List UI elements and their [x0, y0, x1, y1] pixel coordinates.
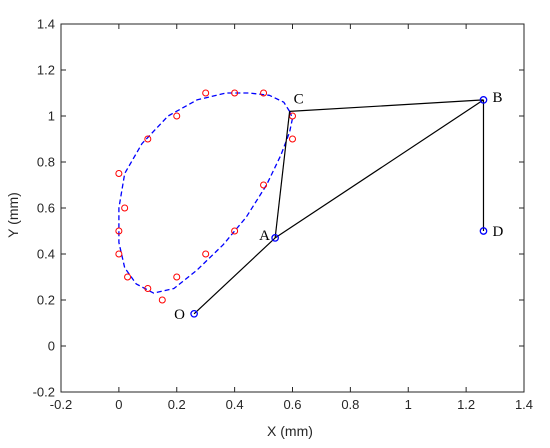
target-point — [202, 250, 210, 258]
target-point — [231, 89, 239, 97]
joint-label-C: C — [294, 91, 304, 107]
plot-frame — [60, 23, 525, 393]
x-axis-ticks: -0.2 0 0.2 0.4 0.6 0.8 1 1.2 1.4 — [50, 24, 533, 412]
coupler-curve — [118, 92, 294, 294]
joints-layer: O A B C D — [174, 90, 503, 323]
target-point — [124, 273, 132, 281]
x-tick-label: 0.8 — [341, 397, 359, 412]
y-tick-label: 0.2 — [37, 293, 55, 308]
link-AC — [274, 111, 291, 238]
target-point — [115, 170, 123, 177]
x-axis-label: X (mm) — [267, 423, 313, 439]
joint-label-A: A — [259, 228, 270, 244]
target-point — [260, 89, 268, 97]
joint-B — [479, 96, 488, 104]
x-tick-label: -0.2 — [50, 397, 72, 412]
target-point — [144, 135, 152, 143]
y-tick-label: 0 — [48, 339, 55, 354]
y-axis-label: Y (mm) — [5, 192, 21, 238]
y-tick-label: 1 — [48, 109, 55, 124]
x-tick-label: 0.2 — [168, 397, 186, 412]
link-OA — [193, 237, 276, 315]
target-point — [121, 204, 129, 212]
link-BC — [289, 99, 484, 112]
coupler-curve-layer — [118, 92, 294, 294]
joint-label-D: D — [492, 224, 503, 240]
joint-O — [190, 309, 198, 318]
target-point — [115, 250, 123, 258]
y-tick-label: 1.2 — [37, 63, 55, 78]
y-tick-label: 1.4 — [37, 17, 55, 32]
target-point — [231, 227, 239, 235]
target-point — [144, 285, 152, 292]
y-axis-ticks: -0.2 0 0.2 0.4 0.6 0.8 1 1.2 1.4 — [33, 17, 524, 400]
target-point — [173, 273, 181, 281]
x-tick-label: 1 — [405, 397, 412, 412]
x-tick-label: 1.4 — [515, 397, 533, 412]
plot-area — [60, 23, 525, 393]
target-point — [289, 135, 296, 143]
target-points-layer — [115, 89, 296, 304]
y-tick-label: 0.8 — [37, 155, 55, 170]
target-point — [158, 296, 166, 304]
y-tick-label: 0.4 — [37, 247, 55, 262]
joint-label-B: B — [492, 90, 502, 106]
joint-A — [271, 234, 279, 242]
joint-label-O: O — [174, 307, 185, 323]
target-point — [173, 112, 181, 120]
joint-D — [479, 227, 488, 235]
links-layer — [193, 99, 485, 315]
y-tick-label: 0.6 — [37, 201, 55, 216]
x-tick-label: 0.4 — [226, 397, 244, 412]
y-tick-label: -0.2 — [33, 385, 55, 400]
target-point — [260, 181, 268, 189]
target-point — [115, 227, 123, 235]
x-tick-label: 0 — [115, 397, 122, 412]
x-tick-label: 1.2 — [457, 397, 475, 412]
link-AB — [274, 99, 484, 239]
target-point — [202, 89, 210, 97]
x-tick-label: 0.6 — [283, 397, 301, 412]
